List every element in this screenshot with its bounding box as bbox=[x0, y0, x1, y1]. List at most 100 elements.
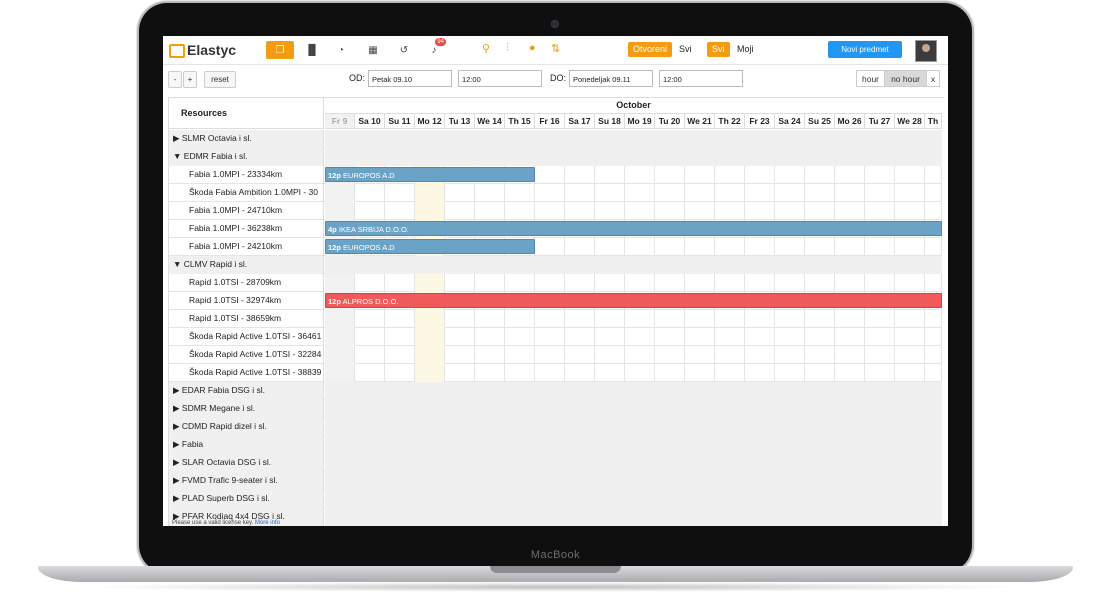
timeline-cell[interactable] bbox=[775, 310, 805, 328]
timeline-cell[interactable] bbox=[505, 202, 535, 220]
nav-barcode-icon[interactable]: ▐▌ bbox=[304, 44, 320, 56]
timeline-lane[interactable] bbox=[325, 148, 942, 166]
timeline-cell[interactable] bbox=[625, 310, 655, 328]
timeline-cell[interactable] bbox=[415, 346, 445, 364]
timeline-cell[interactable] bbox=[715, 328, 745, 346]
resource-group-label[interactable]: ▶ SLMR Octavia i sl. bbox=[169, 130, 324, 148]
timeline-cell[interactable] bbox=[325, 184, 355, 202]
new-case-button[interactable]: Novi predmet bbox=[828, 41, 902, 58]
timeline-lane[interactable] bbox=[325, 346, 942, 364]
logo[interactable]: Elastyc bbox=[169, 42, 236, 58]
nav-copy-icon[interactable]: ❐ bbox=[266, 41, 294, 59]
user-icon[interactable]: ● bbox=[529, 42, 536, 54]
timeline-lane[interactable] bbox=[325, 472, 942, 490]
timeline-cell[interactable] bbox=[805, 166, 835, 184]
timeline-lane[interactable] bbox=[325, 364, 942, 382]
timeline-cell[interactable] bbox=[565, 328, 595, 346]
timeline-cell[interactable] bbox=[775, 274, 805, 292]
timeline-cell[interactable] bbox=[805, 184, 835, 202]
timeline-lane[interactable] bbox=[325, 418, 942, 436]
timeline-cell[interactable] bbox=[535, 238, 565, 256]
timeline-cell[interactable] bbox=[505, 346, 535, 364]
timeline-lane[interactable] bbox=[325, 508, 942, 526]
zoom-out-button[interactable]: - bbox=[168, 71, 182, 88]
timeline-cell[interactable] bbox=[415, 328, 445, 346]
timeline-cell[interactable] bbox=[655, 346, 685, 364]
timeline-cell[interactable] bbox=[385, 346, 415, 364]
timeline-cell[interactable] bbox=[475, 346, 505, 364]
timeline-cell[interactable] bbox=[535, 364, 565, 382]
timeline-cell[interactable] bbox=[805, 310, 835, 328]
timeline-lane[interactable] bbox=[325, 454, 942, 472]
search-icon[interactable]: ⚲ bbox=[482, 43, 491, 55]
timeline-cell[interactable] bbox=[445, 202, 475, 220]
timeline-cell[interactable] bbox=[475, 328, 505, 346]
timeline-cell[interactable] bbox=[685, 364, 715, 382]
timeline-lane[interactable] bbox=[325, 382, 942, 400]
timeline-cell[interactable] bbox=[745, 202, 775, 220]
timeline-cell[interactable] bbox=[505, 310, 535, 328]
timeline-cell[interactable] bbox=[595, 202, 625, 220]
from-date-field[interactable]: Petak 09.10 bbox=[368, 70, 452, 87]
timeline-cell[interactable] bbox=[505, 328, 535, 346]
timeline-cell[interactable] bbox=[745, 238, 775, 256]
timeline-cell[interactable] bbox=[895, 364, 925, 382]
timeline-lane[interactable] bbox=[325, 184, 942, 202]
timeline-cell[interactable] bbox=[895, 346, 925, 364]
timeline-cell[interactable] bbox=[835, 346, 865, 364]
timeline-cell[interactable] bbox=[415, 310, 445, 328]
timeline-cell[interactable] bbox=[685, 166, 715, 184]
timeline-cell[interactable] bbox=[865, 238, 895, 256]
reset-button[interactable]: reset bbox=[204, 71, 236, 88]
timeline-cell[interactable] bbox=[745, 364, 775, 382]
timeline-cell[interactable] bbox=[625, 202, 655, 220]
timeline-cell[interactable] bbox=[415, 274, 445, 292]
timeline-cell[interactable] bbox=[715, 238, 745, 256]
timeline-cell[interactable] bbox=[775, 202, 805, 220]
timeline-cell[interactable] bbox=[685, 310, 715, 328]
timeline-cell[interactable] bbox=[835, 310, 865, 328]
timeline-cell[interactable] bbox=[715, 310, 745, 328]
timeline-cell[interactable] bbox=[805, 328, 835, 346]
nav-history-icon[interactable]: ↺ bbox=[399, 44, 409, 56]
timeline-cell[interactable] bbox=[325, 274, 355, 292]
timeline-cell[interactable] bbox=[925, 364, 942, 382]
timeline-cell[interactable] bbox=[895, 202, 925, 220]
timeline-cell[interactable] bbox=[445, 310, 475, 328]
timeline-cell[interactable] bbox=[685, 184, 715, 202]
resource-group-label[interactable]: ▼ EDMR Fabia i sl. bbox=[169, 148, 324, 166]
timeline-lane[interactable] bbox=[325, 310, 942, 328]
timeline-cell[interactable] bbox=[925, 274, 942, 292]
timeline-lane[interactable]: 12p EUROPOS A.D bbox=[325, 166, 942, 184]
nav-bell-icon[interactable]: ♪ 94 bbox=[431, 38, 446, 56]
timeline-cell[interactable] bbox=[625, 166, 655, 184]
timeline-cell[interactable] bbox=[655, 274, 685, 292]
sort-icon[interactable]: ⇅ bbox=[551, 43, 561, 55]
timeline-cell[interactable] bbox=[715, 184, 745, 202]
timeline-cell[interactable] bbox=[535, 274, 565, 292]
timeline-cell[interactable] bbox=[325, 328, 355, 346]
resource-group-label[interactable]: ▶ FVMD Trafic 9-seater i sl. bbox=[169, 472, 324, 490]
timeline-cell[interactable] bbox=[685, 274, 715, 292]
timeline-cell[interactable] bbox=[565, 364, 595, 382]
timeline-cell[interactable] bbox=[565, 310, 595, 328]
timeline-cell[interactable] bbox=[595, 184, 625, 202]
timeline-cell[interactable] bbox=[745, 346, 775, 364]
timeline-lane[interactable] bbox=[325, 328, 942, 346]
timeline-cell[interactable] bbox=[355, 364, 385, 382]
timeline-cell[interactable] bbox=[655, 166, 685, 184]
timeline-cell[interactable] bbox=[715, 202, 745, 220]
timeline-cell[interactable] bbox=[895, 274, 925, 292]
timeline-cell[interactable] bbox=[625, 346, 655, 364]
timeline-cell[interactable] bbox=[835, 184, 865, 202]
timeline-cell[interactable] bbox=[895, 328, 925, 346]
timeline-cell[interactable] bbox=[775, 346, 805, 364]
timeline-cell[interactable] bbox=[655, 202, 685, 220]
booking-event[interactable]: 12p ALPROS D.O.O. bbox=[325, 293, 942, 308]
timeline-cell[interactable] bbox=[925, 238, 942, 256]
timeline-cell[interactable] bbox=[415, 202, 445, 220]
timeline-cell[interactable] bbox=[925, 346, 942, 364]
timeline-cell[interactable] bbox=[445, 364, 475, 382]
hour-toggle[interactable]: hour bbox=[856, 70, 885, 87]
timeline-cell[interactable] bbox=[805, 274, 835, 292]
